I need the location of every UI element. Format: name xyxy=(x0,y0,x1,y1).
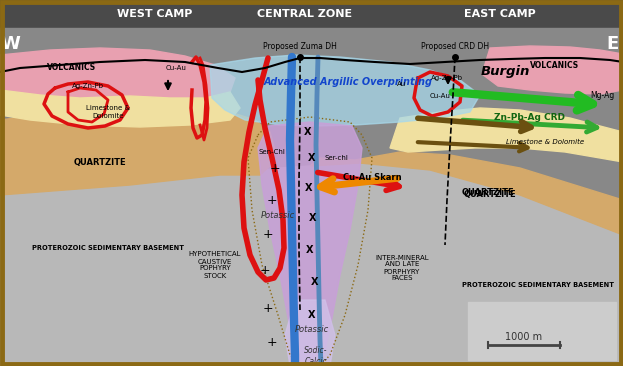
Polygon shape xyxy=(310,163,623,366)
Text: +: + xyxy=(260,264,270,276)
Text: Ser-chl: Ser-chl xyxy=(324,155,348,161)
Text: QUARTZITE: QUARTZITE xyxy=(464,190,516,199)
Text: +: + xyxy=(263,228,273,242)
Text: Mg-Ag: Mg-Ag xyxy=(590,92,614,101)
Polygon shape xyxy=(0,90,240,127)
Text: PROTEROZOIC SEDIMENTARY BASEMENT: PROTEROZOIC SEDIMENTARY BASEMENT xyxy=(462,282,614,288)
Text: X: X xyxy=(307,245,314,255)
Text: Limestone &
Dolomite: Limestone & Dolomite xyxy=(86,105,130,119)
Bar xyxy=(468,302,616,360)
Text: EAST CAMP: EAST CAMP xyxy=(464,9,536,19)
Text: X: X xyxy=(309,213,316,223)
Text: Advanced Argillic Overprinting: Advanced Argillic Overprinting xyxy=(264,77,432,87)
Text: 1000 m: 1000 m xyxy=(505,332,543,342)
Text: X: X xyxy=(304,127,312,137)
Bar xyxy=(0,0,623,28)
Text: Burgin: Burgin xyxy=(480,66,530,78)
Polygon shape xyxy=(285,300,335,366)
Text: Sodic-
Calcic: Sodic- Calcic xyxy=(304,346,328,366)
Text: +: + xyxy=(270,161,280,175)
Text: W: W xyxy=(0,35,20,53)
Text: +: + xyxy=(267,194,277,206)
Text: QUARTZITE: QUARTZITE xyxy=(74,157,126,167)
Text: X: X xyxy=(308,310,316,320)
Text: CENTRAL ZONE: CENTRAL ZONE xyxy=(257,9,353,19)
Text: +: + xyxy=(263,302,273,314)
Text: Proposed Zuma DH: Proposed Zuma DH xyxy=(263,42,337,51)
Text: X: X xyxy=(305,183,313,193)
Text: Ag-Zn-Pb: Ag-Zn-Pb xyxy=(431,75,463,81)
Text: +: + xyxy=(267,336,277,348)
Text: HYPOTHETICAL
CAUSTIVE
POPHYRY
STOCK: HYPOTHETICAL CAUSTIVE POPHYRY STOCK xyxy=(189,251,241,279)
Text: Cu-Au Skarn: Cu-Au Skarn xyxy=(343,173,401,183)
Text: Au: Au xyxy=(397,81,407,87)
Text: QUARTZITE: QUARTZITE xyxy=(462,187,515,197)
Text: X: X xyxy=(312,277,319,287)
Text: Potassic: Potassic xyxy=(295,325,329,335)
Text: Cu-Au: Cu-Au xyxy=(430,93,450,99)
Text: WEST CAMP: WEST CAMP xyxy=(117,9,193,19)
Text: Zn-Pb-Ag CRD: Zn-Pb-Ag CRD xyxy=(495,113,566,123)
Text: Cu-Au: Cu-Au xyxy=(166,65,186,71)
Polygon shape xyxy=(0,48,235,98)
Polygon shape xyxy=(210,55,480,126)
Polygon shape xyxy=(0,166,310,366)
Polygon shape xyxy=(258,122,362,366)
Text: VOLCANICS: VOLCANICS xyxy=(47,63,97,72)
Text: PROTEROZOIC SEDIMENTARY BASEMENT: PROTEROZOIC SEDIMENTARY BASEMENT xyxy=(32,245,184,251)
Text: Ag-Zn-Pb: Ag-Zn-Pb xyxy=(72,83,104,89)
Text: E: E xyxy=(606,35,618,53)
Text: Sen-Chl: Sen-Chl xyxy=(259,149,285,155)
Text: X: X xyxy=(308,153,316,163)
Text: Proposed CRD DH: Proposed CRD DH xyxy=(421,42,489,51)
Polygon shape xyxy=(310,152,623,235)
Polygon shape xyxy=(0,108,275,195)
Text: INTER-MINERAL
AND LATE
PORPHYRY
FACES: INTER-MINERAL AND LATE PORPHYRY FACES xyxy=(375,254,429,281)
Text: VOLCANICS: VOLCANICS xyxy=(530,60,579,70)
Polygon shape xyxy=(482,46,623,94)
Text: Potassic: Potassic xyxy=(261,210,295,220)
Text: Limestone & Dolomite: Limestone & Dolomite xyxy=(506,139,584,145)
Polygon shape xyxy=(390,108,623,162)
